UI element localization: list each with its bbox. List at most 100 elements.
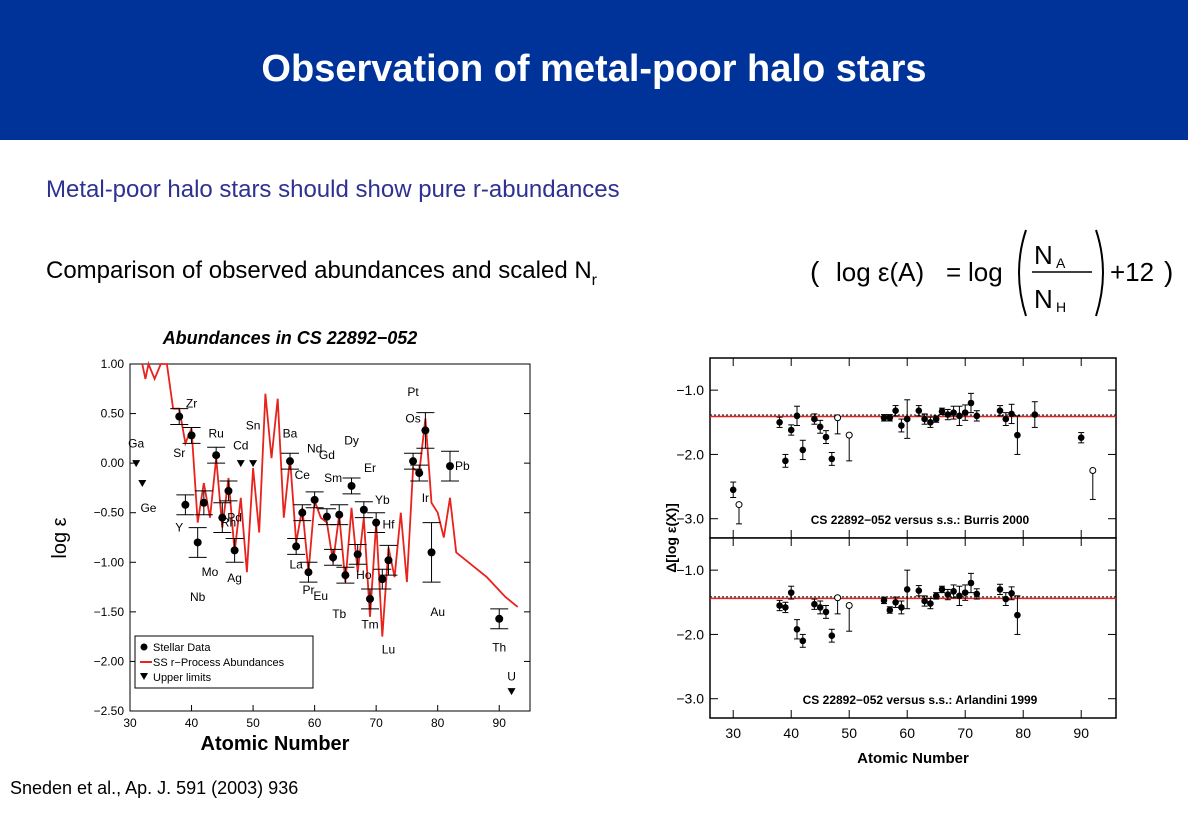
chart1-xlabel: Atomic Number — [201, 733, 350, 755]
residual-data-point — [961, 589, 969, 596]
chart1-ytick-label: −2.50 — [94, 704, 125, 718]
stellar-data-point — [322, 512, 331, 521]
element-label: La — [289, 557, 303, 571]
residual-data-point — [787, 426, 795, 434]
residual-data-point — [776, 418, 783, 426]
formula-denominator: N — [1034, 284, 1053, 314]
chart2-xtick-label: 80 — [1015, 725, 1031, 741]
stellar-data-point — [335, 510, 344, 519]
stellar-data-point — [495, 614, 504, 623]
element-label: Yb — [375, 493, 390, 507]
element-label: Pr — [302, 583, 314, 597]
log-epsilon-formula: ( log ε(A) = log N A N H +12 ) — [810, 229, 1173, 317]
formula-numerator: N — [1034, 240, 1053, 270]
residual-open-point — [845, 602, 853, 609]
chart2-xtick-label: 40 — [783, 725, 799, 741]
residual-data-point — [1002, 595, 1010, 603]
element-label: Sm — [324, 471, 342, 485]
chart1-xtick-label: 70 — [369, 716, 383, 730]
residual-data-point — [932, 592, 940, 600]
element-label: Sr — [173, 446, 185, 460]
element-label: Lu — [382, 643, 395, 657]
residual-data-point — [967, 399, 975, 407]
stellar-data-point — [304, 568, 313, 577]
chart2-xtick-label: 50 — [841, 725, 857, 741]
formula-equals: = — [946, 257, 961, 287]
element-label: Pb — [455, 459, 470, 473]
element-label: Au — [430, 605, 445, 619]
chart2-ytick-label: −3.0 — [676, 691, 704, 707]
stellar-data-point — [446, 462, 454, 471]
stellar-data-point — [224, 486, 233, 495]
residual-data-point — [921, 415, 928, 423]
formula-close-paren: ) — [1164, 256, 1173, 287]
residual-data-point — [938, 586, 946, 593]
stellar-data-point — [181, 500, 190, 509]
title-bar — [0, 0, 1188, 140]
stellar-data-point — [193, 538, 202, 547]
stellar-data-point — [427, 548, 436, 557]
element-label: Zr — [186, 397, 197, 411]
residual-data-point — [967, 579, 975, 587]
chart1-ytick-label: 0.50 — [101, 407, 125, 421]
chart2-xtick-label: 30 — [725, 725, 741, 741]
chart1-title: Abundances in CS 22892−052 — [162, 328, 418, 348]
legend-stellar-label: Stellar Data — [153, 642, 211, 654]
formula-denominator-sub: H — [1056, 299, 1066, 315]
residual-data-point — [938, 408, 946, 415]
element-label: Tb — [332, 607, 346, 621]
formula-left-bracket — [1018, 229, 1027, 317]
stellar-data-point — [199, 498, 208, 507]
element-label: Ge — [140, 501, 156, 515]
residual-data-point — [793, 625, 801, 633]
chart2-bottom-panel-frame — [709, 537, 1117, 719]
residual-data-point — [996, 586, 1004, 593]
residual-data-point — [782, 604, 789, 611]
stellar-data-point — [286, 457, 294, 466]
residual-data-point — [944, 591, 952, 598]
legend-box — [134, 635, 314, 689]
chart1-ytick-label: −1.00 — [94, 555, 125, 569]
stellar-data-point — [409, 457, 418, 466]
stellar-data-point — [212, 451, 221, 460]
residual-open-point — [845, 431, 853, 439]
residual-data-point — [822, 608, 830, 616]
chart1-xtick-label: 60 — [308, 716, 322, 730]
residual-open-point — [735, 501, 743, 509]
residual-data-point — [787, 589, 795, 596]
chart2-top-panel-frame — [709, 357, 1117, 539]
chart1-ytick-label: −0.50 — [94, 506, 125, 520]
residual-data-point — [880, 597, 888, 604]
residual-data-point — [793, 412, 801, 420]
residual-data-point — [1008, 589, 1015, 597]
stellar-data-point — [298, 508, 307, 517]
element-label: Pt — [407, 385, 419, 399]
comparison-label: Comparison of observed abundances and sc… — [46, 257, 592, 284]
residual-data-point — [898, 422, 905, 429]
element-label: Nb — [190, 590, 206, 604]
residual-data-point — [828, 455, 836, 463]
element-label: Hf — [382, 518, 395, 532]
residual-data-point — [1031, 411, 1039, 418]
chart2-ytick-label: −1.0 — [676, 562, 704, 578]
stellar-data-point — [366, 594, 374, 603]
residual-data-point — [828, 632, 836, 640]
chart2-xtick-label: 60 — [899, 725, 915, 741]
residual-data-point — [903, 415, 911, 423]
residual-data-point — [927, 600, 934, 607]
chart2-bottom-panel-label: CS 22892−052 versus s.s.: Arlandini 1999 — [803, 693, 1038, 707]
legend-stellar-marker — [140, 643, 148, 651]
stellar-data-point — [187, 431, 196, 440]
legend-ss-label: SS r−Process Abundances — [153, 657, 285, 669]
residual-data-point — [996, 407, 1004, 415]
formula-right-bracket — [1095, 229, 1104, 317]
residual-data-point — [973, 412, 981, 420]
chart1-xtick-label: 40 — [185, 716, 199, 730]
residual-open-point — [834, 414, 842, 422]
residual-data-point — [903, 586, 911, 593]
upper-limit-marker — [132, 460, 141, 468]
residual-data-point — [944, 411, 952, 418]
stellar-data-point — [347, 481, 356, 490]
slide-subtitle: Metal-poor halo stars should show pure r… — [46, 176, 620, 203]
residual-open-point — [1089, 467, 1097, 474]
